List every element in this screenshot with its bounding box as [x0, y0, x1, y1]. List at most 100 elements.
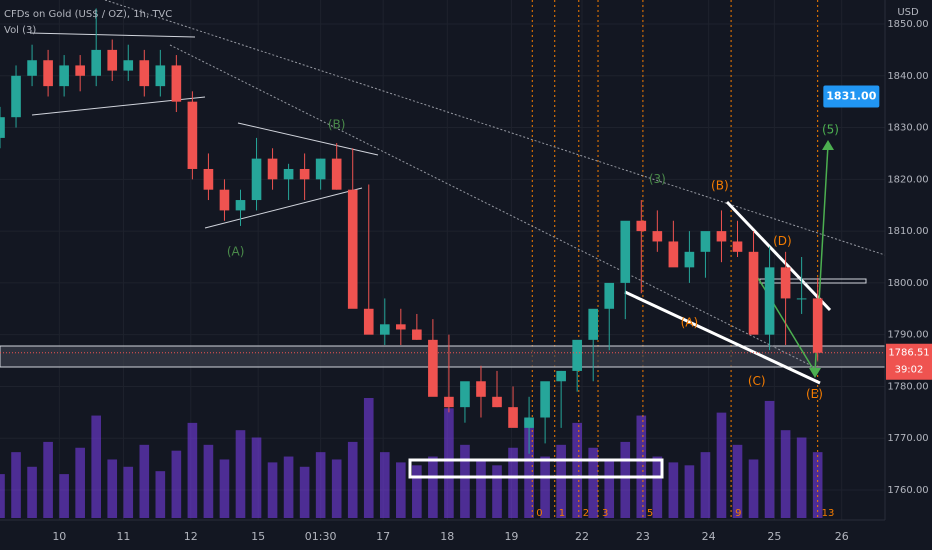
candle-body: [652, 231, 663, 242]
volume-bar: [652, 456, 663, 518]
y-tick-label: 1800.00: [887, 278, 928, 289]
candle-body: [123, 60, 134, 71]
last-price-label: 1786.51: [888, 348, 929, 359]
candle-body: [91, 49, 102, 76]
currency: USD: [897, 7, 919, 18]
candle-body: [107, 49, 118, 71]
trendline: [204, 187, 363, 229]
y-tick-label: 1820.00: [887, 174, 928, 185]
volume-bar: [764, 400, 775, 518]
candle-body: [556, 370, 566, 382]
y-tick-label: 1830.00: [887, 123, 928, 134]
candle-body: [636, 220, 647, 232]
cycle-label: 1: [559, 508, 565, 519]
volume-bar: [492, 465, 502, 518]
volume-bar: [716, 412, 727, 518]
volume-bar: [11, 452, 21, 518]
volume-bar: [700, 452, 711, 518]
candle-body: [460, 381, 470, 408]
wave-label: (E): [806, 387, 823, 401]
volume-bar: [540, 456, 550, 518]
axes: 1760.00 1770.00 1780.00 1790.00 1800.00 1810.…: [0, 19, 932, 543]
volume-bar: [155, 471, 166, 518]
candle-body: [27, 60, 37, 76]
volume-bar: [524, 418, 534, 518]
candle-body: [283, 168, 294, 180]
volume-bar: [620, 441, 631, 518]
volume-bar: [75, 447, 85, 518]
chart-title: CFDs on Gold (US$ / OZ), 1h, TVC: [4, 9, 172, 20]
candle-body: [219, 189, 230, 211]
candle-body: [331, 158, 342, 190]
candle-body: [299, 168, 310, 180]
volume-bar: [412, 465, 422, 518]
volume-bar: [636, 415, 647, 518]
candle-body: [203, 168, 214, 190]
volume-bar: [780, 430, 791, 518]
candle-body: [668, 241, 679, 268]
x-tick-label: 26: [835, 530, 849, 543]
wave-label: (A): [681, 315, 699, 329]
volume-bar: [27, 466, 37, 518]
candle-body: [187, 101, 198, 169]
candle-body: [732, 241, 743, 252]
volume-bar: [203, 444, 214, 518]
x-tick-label: 24: [702, 530, 716, 543]
volume-bar: [748, 459, 759, 518]
candle-body: [492, 396, 502, 408]
x-tick-label: 18: [440, 530, 454, 543]
cycle-label: 0: [536, 508, 542, 519]
candle-body: [347, 189, 358, 309]
trendline: [725, 200, 832, 312]
volume-bar: [572, 422, 582, 518]
y-tick-label: 1770.00: [887, 433, 928, 444]
wave-label: (D): [773, 234, 792, 248]
candle-body: [748, 251, 759, 335]
volume-bar: [796, 437, 807, 518]
candle-body: [716, 231, 727, 242]
volume-bar: [347, 441, 358, 518]
x-tick-label: 23: [636, 530, 650, 543]
candle-body: [572, 339, 582, 371]
volume-bar: [267, 462, 278, 518]
volume-label: Vol (3): [4, 25, 36, 36]
candle-body: [171, 65, 182, 102]
x-tick-label: 01:30: [305, 530, 337, 543]
trendlines: [29, 0, 886, 385]
candle-body: [508, 407, 518, 428]
countdown: 39:02: [895, 365, 924, 376]
wave-label: (3): [649, 172, 666, 186]
candle-body: [412, 329, 422, 340]
y-tick-label: 1760.00: [887, 485, 928, 496]
volume-bar: [107, 459, 118, 518]
trendline: [104, 0, 886, 256]
volume-bar: [219, 459, 230, 518]
candle-body: [524, 417, 534, 428]
candle-body: [139, 60, 150, 87]
annotations: (A) (B) (3) (B) (A) (C) (D) (E) (5) 1831.00: [227, 85, 880, 401]
volume-bar: [283, 456, 294, 518]
candle-body: [379, 324, 390, 335]
trendline: [237, 122, 379, 156]
volume-bar: [396, 462, 406, 518]
wave-label: (B): [711, 179, 729, 193]
volume-bar: [299, 466, 310, 518]
candle-body: [235, 200, 246, 211]
x-tick-label: 12: [184, 530, 198, 543]
candle-body: [444, 396, 454, 408]
volume-bar: [59, 474, 69, 518]
candle-body: [700, 231, 711, 252]
volume-bar: [363, 398, 374, 518]
arrow-head: [809, 368, 821, 378]
y-tick-label: 1810.00: [887, 226, 928, 237]
volume-bar: [668, 462, 679, 518]
candle-body: [812, 298, 823, 353]
volume-bar: [0, 474, 5, 518]
cycle-label: 2: [583, 508, 589, 519]
volume-bar: [43, 441, 53, 518]
candle-body: [684, 251, 695, 268]
cycle-label: 9: [735, 508, 741, 519]
trendline: [169, 44, 821, 371]
x-tick-label: 10: [52, 530, 66, 543]
wave-label: (C): [748, 374, 766, 388]
